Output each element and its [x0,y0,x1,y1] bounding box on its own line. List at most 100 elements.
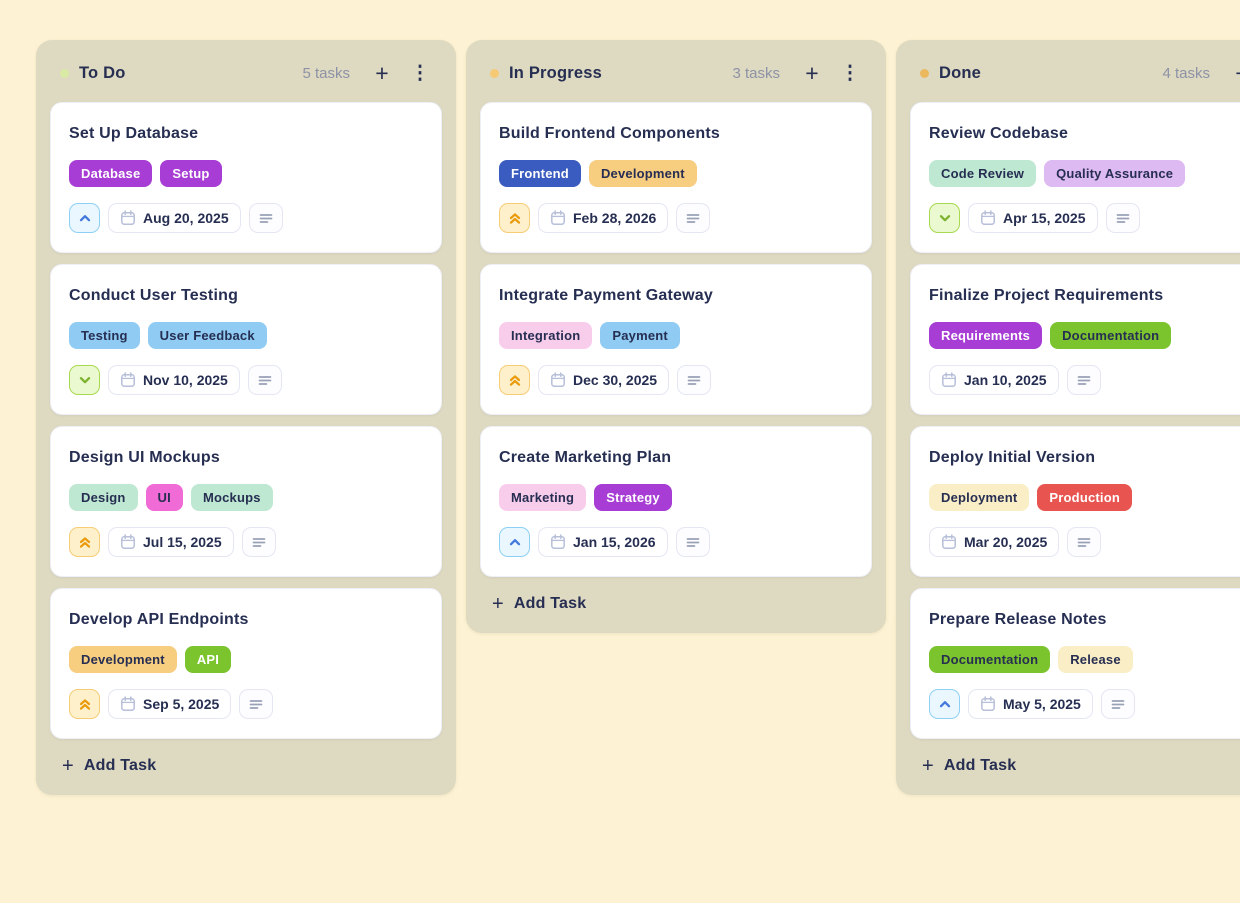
card-footer: Jul 15, 2025 [69,527,423,557]
calendar-icon [121,696,135,711]
due-date-badge: Sep 5, 2025 [108,689,232,719]
tag-list: Database Setup [69,160,423,187]
tag: Quality Assurance [1044,160,1186,187]
tag: Setup [160,160,222,187]
card-footer: Aug 20, 2025 [69,203,423,233]
priority-low-icon [69,365,100,395]
task-card[interactable]: Prepare Release Notes Documentation Rele… [910,588,1240,739]
due-date-label: Apr 15, 2025 [1003,210,1086,226]
calendar-icon [121,534,135,549]
tag: Code Review [929,160,1037,187]
status-dot-icon [920,68,929,78]
tag-list: Marketing Strategy [499,484,853,511]
tag-list: Documentation Release [929,646,1240,673]
tag: Frontend [499,160,581,187]
priority-high-icon [69,527,100,557]
due-date-badge: Jul 15, 2025 [108,527,234,557]
task-card[interactable]: Review Codebase Code Review Quality Assu… [910,102,1240,253]
due-date-label: Dec 30, 2025 [573,372,658,388]
add-task-label: Add Task [513,595,587,612]
tag: Development [69,646,177,673]
tag: User Feedback [147,322,267,349]
task-title: Prepare Release Notes [929,611,1107,628]
add-card-icon[interactable]: + [1228,59,1240,87]
plus-icon: + [492,593,504,615]
add-task-button[interactable]: + Add Task [480,577,872,619]
status-dot-icon [60,68,69,78]
priority-high-icon [69,689,100,719]
tag: Documentation [1050,322,1172,349]
due-date-badge: Feb 28, 2026 [538,203,669,233]
description-indicator-icon [1100,689,1135,719]
task-card[interactable]: Conduct User Testing Testing User Feedba… [50,264,442,415]
column-todo: To Do 5 tasks + ⋮ Set Up Database Databa… [36,40,456,795]
due-date-label: Jan 10, 2025 [964,372,1047,388]
due-date-label: Feb 28, 2026 [573,210,657,226]
plus-icon: + [62,755,74,777]
task-card[interactable]: Deploy Initial Version Deployment Produc… [910,426,1240,577]
task-title: Finalize Project Requirements [929,287,1164,304]
card-footer: Jan 10, 2025 [929,365,1240,395]
task-title: Build Frontend Components [499,125,720,142]
column-in-progress: In Progress 3 tasks + ⋮ Build Frontend C… [466,40,886,633]
add-task-label: Add Task [83,757,157,774]
tag-list: Integration Payment [499,322,853,349]
card-footer: Feb 28, 2026 [499,203,853,233]
due-date-label: May 5, 2025 [1003,696,1081,712]
column-menu-icon[interactable]: ⋮ [840,62,860,84]
task-count: 4 tasks [1162,64,1210,82]
calendar-icon [121,372,135,387]
description-indicator-icon [677,365,712,395]
priority-medium-icon [499,527,530,557]
priority-low-icon [929,203,960,233]
task-card[interactable]: Design UI Mockups Design UI Mockups Jul … [50,426,442,577]
card-footer: Apr 15, 2025 [929,203,1240,233]
tag-list: Deployment Production [929,484,1240,511]
due-date-badge: Mar 20, 2025 [929,527,1060,557]
due-date-label: Jul 15, 2025 [143,534,222,550]
tag: Documentation [929,646,1051,673]
task-title: Develop API Endpoints [69,611,249,628]
add-task-button[interactable]: + Add Task [910,739,1240,781]
task-count: 3 tasks [732,64,780,82]
task-title: Integrate Payment Gateway [499,287,713,304]
tag: Database [69,160,153,187]
card-footer: Sep 5, 2025 [69,689,423,719]
card-footer: Dec 30, 2025 [499,365,853,395]
task-card[interactable]: Build Frontend Components Frontend Devel… [480,102,872,253]
due-date-badge: Jan 10, 2025 [929,365,1059,395]
add-task-label: Add Task [943,757,1017,774]
add-task-button[interactable]: + Add Task [50,739,442,781]
priority-medium-icon [69,203,100,233]
task-card[interactable]: Integrate Payment Gateway Integration Pa… [480,264,872,415]
task-card[interactable]: Develop API Endpoints Development API Se… [50,588,442,739]
task-title: Conduct User Testing [69,287,239,304]
tag: Deployment [929,484,1030,511]
tag-list: Testing User Feedback [69,322,423,349]
tag: UI [145,484,183,511]
card-list: Build Frontend Components Frontend Devel… [480,102,872,577]
column-title: Done [939,63,982,82]
card-list: Set Up Database Database Setup Aug 20, 2… [50,102,442,739]
description-indicator-icon [1067,527,1102,557]
column-header: In Progress 3 tasks + ⋮ [480,54,872,102]
kanban-board: To Do 5 tasks + ⋮ Set Up Database Databa… [36,40,1240,795]
calendar-icon [551,210,565,225]
column-menu-icon[interactable]: ⋮ [410,62,430,84]
calendar-icon [551,534,565,549]
task-card[interactable]: Set Up Database Database Setup Aug 20, 2… [50,102,442,253]
add-card-icon[interactable]: + [805,59,819,86]
column-header: Done 4 tasks + ⋮ [910,54,1240,102]
tag-list: Frontend Development [499,160,853,187]
add-card-icon[interactable]: + [375,59,389,86]
task-title: Deploy Initial Version [929,449,1096,466]
tag: Testing [69,322,140,349]
plus-icon: + [922,755,934,777]
task-card[interactable]: Create Marketing Plan Marketing Strategy… [480,426,872,577]
status-dot-icon [490,68,499,78]
due-date-label: Jan 15, 2026 [573,534,656,550]
tag: Design [69,484,138,511]
task-card[interactable]: Finalize Project Requirements Requiremen… [910,264,1240,415]
tag-list: Requirements Documentation [929,322,1240,349]
due-date-label: Aug 20, 2025 [143,210,229,226]
